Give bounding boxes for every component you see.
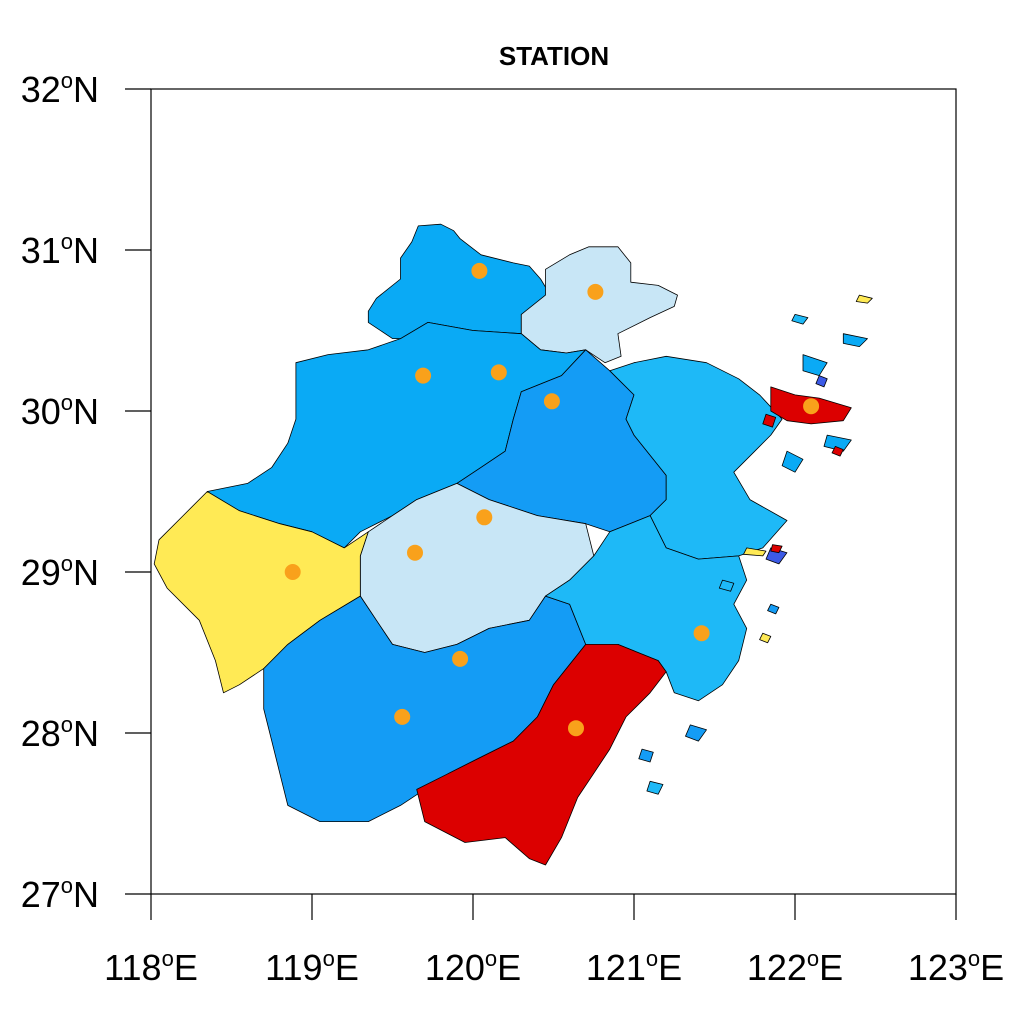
y-axis: 32oN 31oN 30oN 29oN 28oN 27oN bbox=[21, 68, 151, 915]
island bbox=[802, 354, 828, 376]
map-frame bbox=[150, 88, 957, 895]
island bbox=[759, 632, 772, 644]
island bbox=[781, 450, 804, 473]
station-marker bbox=[693, 625, 710, 642]
island bbox=[770, 544, 783, 554]
station-marker bbox=[568, 720, 584, 737]
island bbox=[823, 434, 852, 452]
island bbox=[831, 446, 844, 457]
region-wenzhou bbox=[416, 644, 667, 866]
region-jiaxing bbox=[520, 246, 678, 364]
island bbox=[765, 547, 788, 565]
station-marker bbox=[803, 398, 820, 415]
station-marker bbox=[415, 367, 432, 384]
y-tick-label: 28oN bbox=[21, 712, 99, 754]
x-tick-label: 122oE bbox=[747, 946, 843, 988]
station-marker bbox=[543, 393, 560, 410]
island bbox=[743, 547, 767, 557]
island bbox=[855, 294, 873, 304]
station-marker bbox=[476, 509, 493, 526]
station-marker bbox=[407, 544, 423, 561]
island bbox=[718, 579, 735, 592]
island bbox=[638, 748, 654, 763]
y-tick-label: 32oN bbox=[21, 68, 99, 110]
station-marker bbox=[452, 650, 469, 667]
map-title: STATION bbox=[499, 41, 609, 71]
island bbox=[842, 333, 868, 347]
y-tick-label: 27oN bbox=[21, 873, 99, 915]
islands-layer bbox=[638, 294, 873, 795]
island bbox=[685, 724, 707, 742]
island bbox=[646, 780, 664, 795]
station-marker bbox=[394, 708, 411, 725]
stations-layer bbox=[284, 262, 820, 737]
x-tick-label: 123oE bbox=[908, 946, 1004, 988]
x-tick-label: 120oE bbox=[425, 946, 521, 988]
x-axis: 118oE 119oE 120oE 121oE 122oE 123oE bbox=[104, 894, 1004, 988]
region-ningbo bbox=[609, 355, 788, 560]
island bbox=[762, 413, 777, 428]
station-marker bbox=[587, 283, 604, 300]
y-tick-label: 29oN bbox=[21, 551, 99, 593]
station-marker bbox=[284, 564, 301, 580]
x-tick-label: 121oE bbox=[586, 946, 682, 988]
y-tick-label: 31oN bbox=[21, 229, 99, 271]
station-marker bbox=[490, 364, 507, 381]
island bbox=[767, 603, 780, 615]
island bbox=[815, 375, 828, 388]
x-tick-label: 118oE bbox=[104, 946, 198, 988]
station-marker bbox=[471, 262, 488, 279]
regions-layer bbox=[153, 223, 852, 866]
y-tick-label: 30oN bbox=[21, 390, 99, 432]
island bbox=[791, 314, 809, 325]
x-tick-label: 119oE bbox=[265, 946, 359, 988]
